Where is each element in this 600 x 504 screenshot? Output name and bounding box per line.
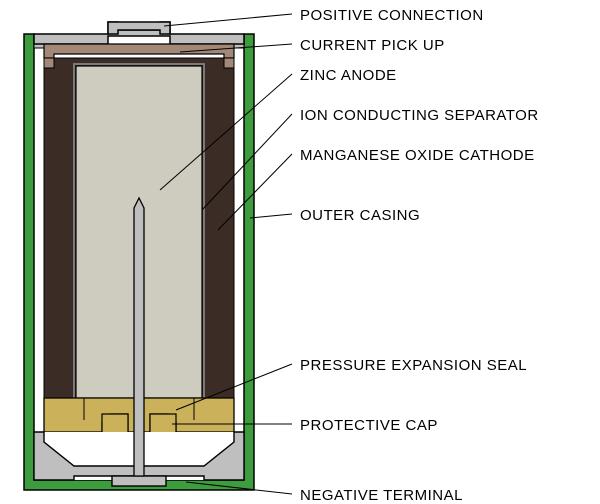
labels: POSITIVE CONNECTION CURRENT PICK UP ZINC… xyxy=(300,7,539,504)
label-cathode: MANGANESE OXIDE CATHODE xyxy=(300,147,535,164)
label-outer-casing: OUTER CASING xyxy=(300,207,420,224)
label-zinc-anode: ZINC ANODE xyxy=(300,67,397,84)
battery-diagram: POSITIVE CONNECTION CURRENT PICK UP ZINC… xyxy=(0,0,600,504)
label-protective-cap: PROTECTIVE CAP xyxy=(300,417,438,434)
label-pressure-seal: PRESSURE EXPANSION SEAL xyxy=(300,357,527,374)
label-ion-separator: ION CONDUCTING SEPARATOR xyxy=(300,107,539,124)
label-positive-connection: POSITIVE CONNECTION xyxy=(300,7,484,24)
label-negative-terminal: NEGATIVE TERMINAL xyxy=(300,487,463,504)
collector-pin xyxy=(134,198,144,476)
label-current-pickup: CURRENT PICK UP xyxy=(300,37,445,54)
